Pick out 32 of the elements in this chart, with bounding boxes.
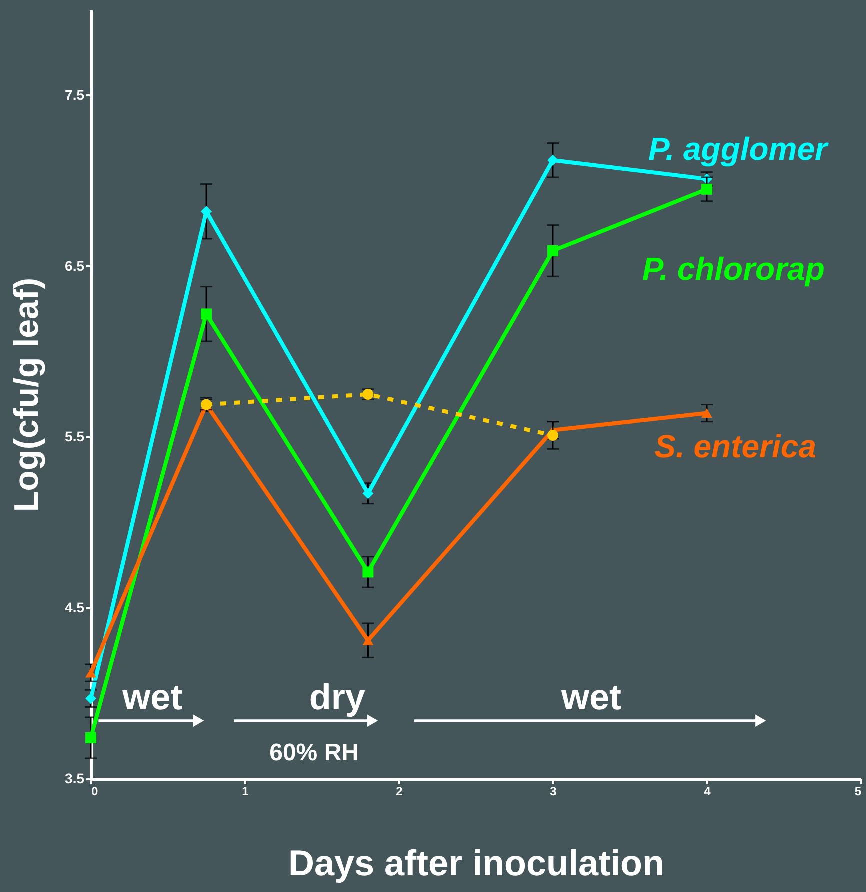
point [548, 154, 558, 166]
annotation: dry [309, 676, 366, 718]
series-label: S. enterica [654, 428, 816, 464]
point [201, 308, 212, 320]
x-tick-label: 0 [92, 784, 98, 798]
point [702, 408, 712, 418]
point [362, 566, 374, 578]
point [548, 245, 558, 256]
point [362, 488, 374, 500]
point [702, 184, 712, 195]
x-tick-label: 4 [704, 784, 712, 798]
point [86, 693, 96, 704]
x-tick-label: 3 [550, 784, 558, 798]
series-label: P. agglomer [648, 131, 830, 168]
point [548, 430, 558, 441]
point [362, 636, 374, 646]
y-axis-title: Log(cfu/g leaf) [8, 278, 46, 512]
y-tick-label: 3.5 [65, 770, 85, 786]
x-axis-title: Days after inoculation [288, 842, 665, 884]
annotation: wet [560, 676, 622, 718]
annotation: wet [122, 676, 183, 718]
annotation: 60% RH [270, 739, 359, 766]
x-tick-label: 5 [854, 784, 862, 798]
series-label: P. chlororap [642, 250, 825, 287]
y-tick-label: 6.5 [65, 258, 85, 274]
y-tick-label: 7.5 [65, 86, 85, 103]
y-tick-label: 4.5 [65, 600, 85, 616]
y-tick-label: 5.5 [65, 428, 85, 445]
x-tick-label: 2 [396, 784, 404, 798]
point [86, 732, 96, 744]
point [86, 668, 96, 678]
x-tick-label: 1 [242, 784, 250, 798]
